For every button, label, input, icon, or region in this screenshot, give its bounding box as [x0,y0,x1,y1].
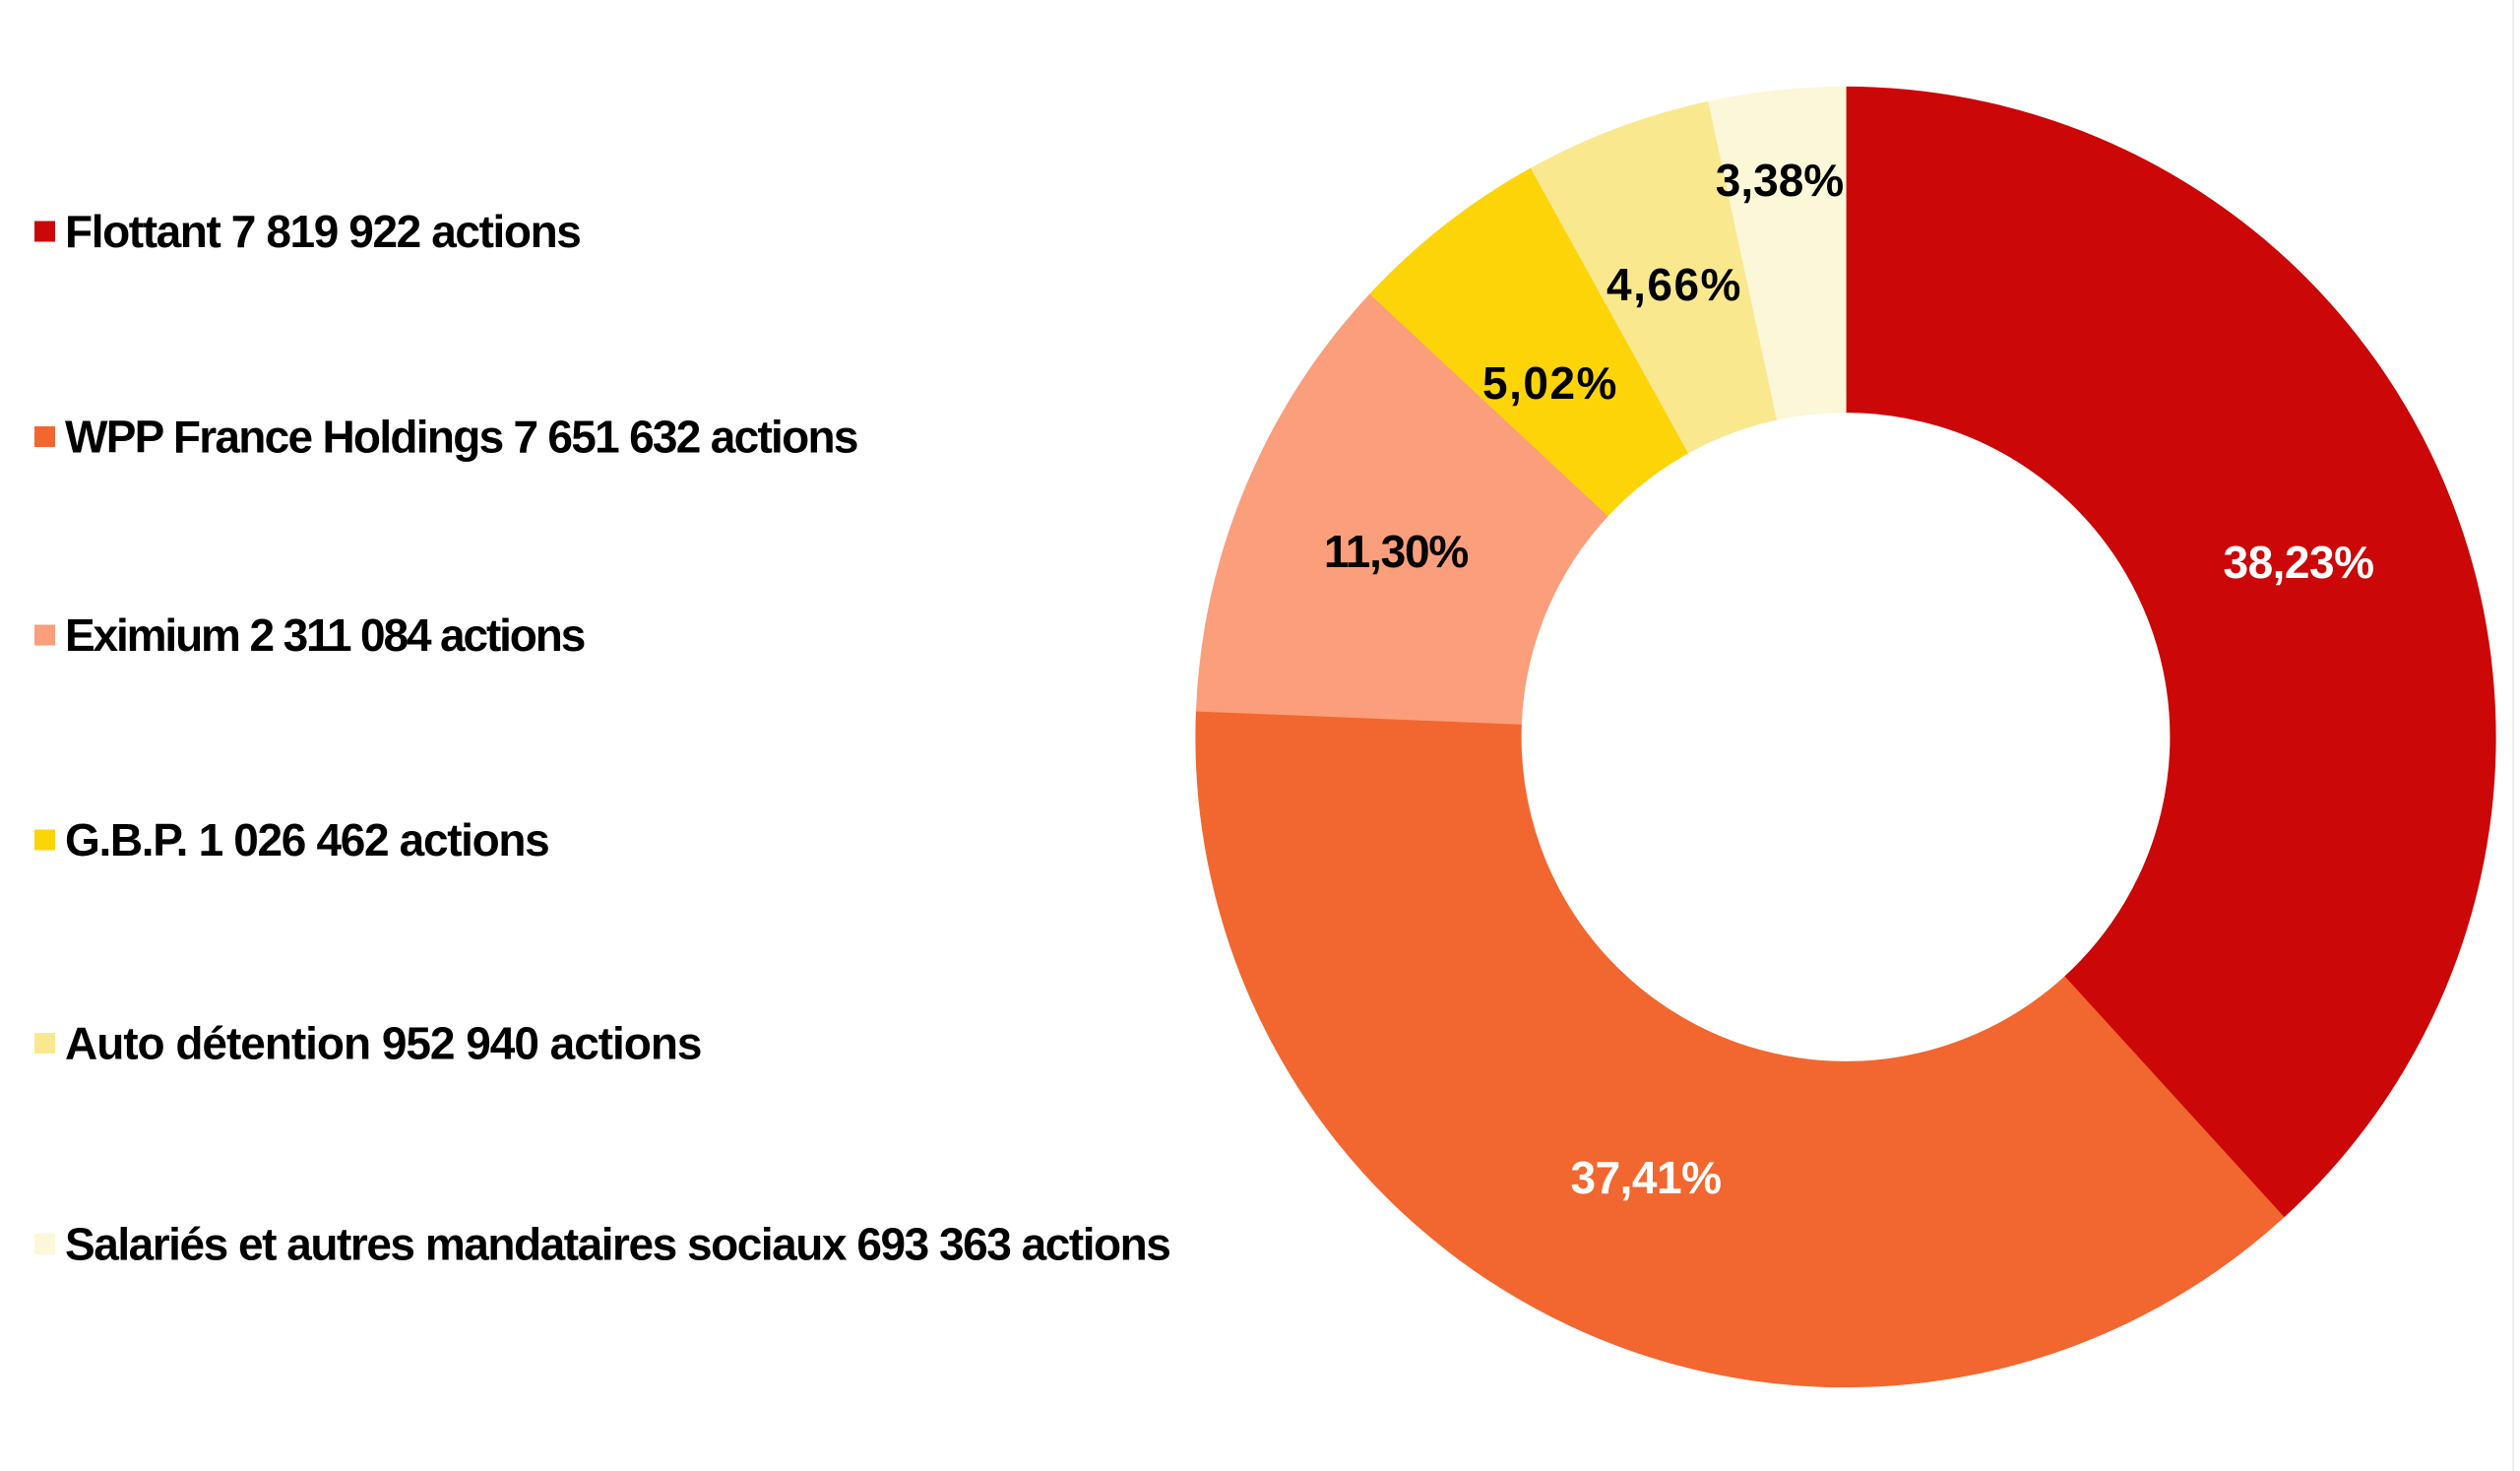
svg-text:G.B.P. 1 026 462 actions: G.B.P. 1 026 462 actions [65,814,548,865]
svg-text:Auto détention 952 940 actions: Auto détention 952 940 actions [65,1018,701,1069]
svg-text:11,30%: 11,30% [1324,526,1469,577]
svg-text:3,38%: 3,38% [1716,155,1844,206]
svg-text:Salariés et autres mandataires: Salariés et autres mandataires sociaux 6… [65,1219,1169,1270]
svg-text:37,41%: 37,41% [1570,1152,1721,1203]
svg-text:WPP France Holdings 7 651 632: WPP France Holdings 7 651 632 actions [65,412,857,463]
svg-text:Flottant 7 819 922 actions: Flottant 7 819 922 actions [65,206,580,257]
svg-text:4,66%: 4,66% [1606,259,1742,310]
svg-text:Eximium 2 311 084 actions: Eximium 2 311 084 actions [65,609,585,661]
svg-text:5,02%: 5,02% [1482,357,1618,409]
svg-text:38,23%: 38,23% [2223,537,2373,588]
